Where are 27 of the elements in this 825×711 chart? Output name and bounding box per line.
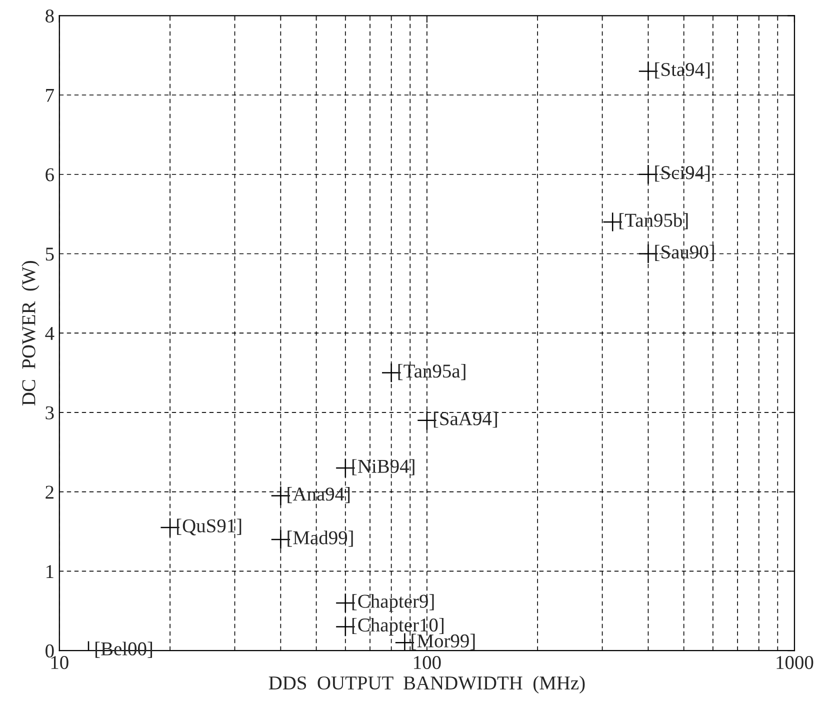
- y-tick-label: 1: [46, 565, 54, 578]
- y-tick-label: 7: [46, 89, 54, 102]
- x-tick-label: 100: [414, 656, 441, 670]
- y-tick-label: 2: [46, 486, 54, 499]
- data-label: [QuS91]: [177, 518, 242, 536]
- data-label: [Sta94]: [655, 62, 710, 78]
- data-label: [Mad99]: [288, 530, 353, 547]
- x-axis-title: DDS OUTPUT BANDWIDTH (MHz): [268, 676, 585, 694]
- data-label: [SaA94]: [434, 412, 497, 428]
- y-tick-label: 8: [46, 9, 54, 23]
- data-label: [Chapter9]: [352, 594, 434, 612]
- data-label: [Sci94]: [655, 166, 710, 182]
- data-label: [Tan95b]: [620, 213, 688, 230]
- x-tick-label: 1000: [776, 656, 814, 670]
- y-tick-label: 5: [46, 248, 54, 261]
- x-tick-label: 10: [51, 656, 68, 670]
- y-tick-label: 6: [46, 168, 54, 182]
- data-label: [Chapter10]: [352, 618, 444, 636]
- y-tick-label: 3: [46, 406, 54, 420]
- data-label: [Ana94]: [288, 486, 350, 504]
- y-tick-label: 4: [45, 327, 54, 340]
- y-tick-label: 0: [46, 644, 54, 658]
- data-label: [NiB94]: [352, 459, 414, 476]
- data-label: [Sau90]: [655, 244, 714, 262]
- data-label: [Mor99]: [412, 634, 475, 650]
- data-label: [Tan95a]: [398, 364, 466, 380]
- y-axis-title: DC POWER (W): [22, 261, 40, 406]
